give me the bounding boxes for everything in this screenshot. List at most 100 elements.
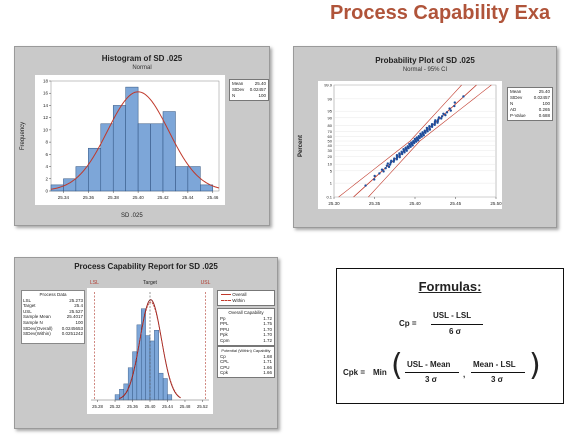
legend-item-overall: Overall bbox=[221, 292, 271, 298]
within-cap-label: CPU bbox=[220, 364, 230, 370]
within-cap-value: 1.68 bbox=[263, 353, 272, 359]
prob-ytick-label: 99 bbox=[328, 96, 333, 101]
prob-xtick-label: 25.40 bbox=[409, 201, 421, 206]
process-data-value: 0.0251242 bbox=[61, 331, 83, 337]
hist-bar bbox=[162, 111, 176, 192]
hist-bar bbox=[175, 166, 189, 192]
prob-point bbox=[373, 174, 376, 178]
hist-bar bbox=[137, 123, 151, 192]
process-data-row: StDev(Within) 0.0251242 bbox=[23, 331, 83, 337]
prob-point bbox=[417, 134, 421, 138]
prob-point bbox=[395, 154, 399, 157]
capability-process-data-box: Process Data LSL 25.273 Target 25.4 USL 25.52… bbox=[21, 290, 85, 344]
process-data-row: Sample Mean 25.4017 bbox=[23, 314, 83, 320]
prob-stat-value: 0.688 bbox=[538, 113, 550, 118]
hist-bar bbox=[150, 123, 164, 192]
prob-point bbox=[404, 146, 407, 149]
within-cap-row: CPU 1.66 bbox=[220, 365, 272, 371]
prob-stat-value: 0.265 bbox=[538, 107, 550, 112]
histogram-xlabel: SD .025 bbox=[121, 213, 143, 219]
prob-point bbox=[453, 104, 456, 108]
hist-xtick-label: 25.40 bbox=[132, 195, 144, 200]
hist-ytick-label: 16 bbox=[43, 91, 49, 96]
prob-ytick-label: 90 bbox=[328, 115, 333, 120]
prob-ytick-label: 30 bbox=[328, 148, 333, 153]
cap-bar bbox=[154, 330, 159, 401]
probplot-panel: 0.1 1 5 10 20 30 40 50 60 70 80 90 95 99 99.9 25.30 25.3… bbox=[293, 46, 557, 228]
within-cap-value: 1.66 bbox=[263, 370, 272, 376]
histogram-chart: 25.34 25.36 25.38 25.40 25.42 25.44 25.46 0 2 4 6 8… bbox=[43, 79, 220, 200]
within-cap-label: Cpk bbox=[220, 370, 229, 376]
process-data-value: 0.0245653 bbox=[61, 325, 83, 331]
cpk-right-paren: ) bbox=[529, 348, 541, 383]
prob-point bbox=[415, 136, 419, 139]
within-cap-row: CPL 1.71 bbox=[220, 359, 272, 365]
prob-ytick-label: 10 bbox=[328, 162, 333, 167]
prob-stat-label: StDev bbox=[510, 95, 523, 100]
prob-ytick-label: 95 bbox=[328, 109, 333, 114]
overall-cap-row: PPL 1.75 bbox=[220, 321, 272, 327]
prob-point bbox=[390, 159, 393, 163]
prob-point bbox=[364, 184, 367, 187]
cpk-denominator-1: 3 σ bbox=[425, 375, 438, 384]
cpk-fraction-bar-2 bbox=[471, 372, 525, 373]
hist-ytick-label: 0 bbox=[45, 189, 48, 194]
prob-point bbox=[380, 168, 384, 171]
cap-xtick-label: 25.36 bbox=[127, 404, 138, 409]
process-data-value: 25.527 bbox=[69, 308, 83, 314]
cpk-comma: , bbox=[463, 370, 466, 379]
cp-numerator: USL - LSL bbox=[433, 311, 472, 320]
cap-usl-label: USL bbox=[200, 280, 211, 286]
process-data-row: USL 25.527 bbox=[23, 309, 83, 315]
prob-point bbox=[442, 112, 445, 116]
process-data-label: Sample N bbox=[23, 319, 43, 325]
probplot-ylabel: Percent bbox=[298, 134, 305, 158]
probplot-stats-legend: Mean 25.40 StDev 0.02457 N 100 AD 0.265 P-Value 0… bbox=[507, 87, 553, 121]
prob-point bbox=[419, 132, 422, 136]
histogram-plot-area: 25.34 25.36 25.38 25.40 25.42 25.44 25.46 0 2 4 6 8… bbox=[35, 75, 225, 205]
hist-bar bbox=[100, 123, 114, 192]
cap-xtick-label: 25.52 bbox=[197, 404, 208, 409]
prob-point bbox=[445, 111, 449, 114]
hist-xtick-label: 25.34 bbox=[58, 195, 70, 200]
within-cap-row: Cp 1.68 bbox=[220, 354, 272, 360]
overall-cap-value: 1.72 bbox=[263, 337, 272, 343]
prob-ci-upper bbox=[368, 84, 492, 198]
prob-xtick-label: 25.35 bbox=[369, 201, 381, 206]
hist-stat-row: StDev 0.02457 bbox=[232, 87, 266, 93]
overall-cap-row: PPU 1.70 bbox=[220, 327, 272, 333]
prob-ytick-label: 20 bbox=[328, 154, 333, 159]
cp-lhs: Cp = bbox=[399, 319, 417, 328]
hist-ytick-label: 4 bbox=[45, 164, 48, 169]
histogram-subtitle: Normal bbox=[132, 65, 152, 71]
prob-point bbox=[393, 157, 396, 160]
hist-bar bbox=[125, 86, 139, 192]
cap-xtick-label: 25.48 bbox=[180, 404, 191, 409]
within-cap-row: Cpk 1.66 bbox=[220, 370, 272, 376]
prob-point bbox=[428, 124, 431, 128]
hist-bar bbox=[112, 105, 126, 192]
cpk-lhs: Cpk = bbox=[343, 368, 366, 377]
overall-cap-value: 1.75 bbox=[263, 321, 272, 327]
hist-stat-row: N 100 bbox=[232, 93, 266, 99]
process-data-label: LSL bbox=[23, 297, 32, 303]
process-data-value: 25.4 bbox=[74, 303, 83, 309]
prob-point bbox=[412, 140, 415, 143]
process-data-label: StDev(Overall) bbox=[23, 325, 53, 331]
process-data-title: Process Data bbox=[39, 292, 67, 297]
prob-stat-row: StDev 0.02457 bbox=[510, 95, 550, 101]
hist-xtick-label: 25.44 bbox=[182, 195, 194, 200]
cap-bar bbox=[158, 372, 164, 401]
process-data-value: 100 bbox=[75, 319, 83, 325]
hist-bar bbox=[75, 166, 89, 192]
prob-ytick-label: 60 bbox=[328, 134, 333, 139]
prob-point bbox=[402, 147, 405, 151]
hist-bar bbox=[187, 166, 201, 192]
within-capability-title: Potential (Within) Capability bbox=[221, 348, 271, 353]
formulas-box: Formulas: Cp = USL - LSL 6 σ Cpk = Min (… bbox=[336, 268, 564, 404]
prob-point bbox=[384, 166, 387, 170]
overall-cap-row: Cpm 1.72 bbox=[220, 338, 272, 344]
cpk-left-paren: ( bbox=[391, 348, 403, 383]
prob-point bbox=[449, 109, 452, 112]
process-data-row: StDev(Overall) 0.0245653 bbox=[23, 326, 83, 332]
